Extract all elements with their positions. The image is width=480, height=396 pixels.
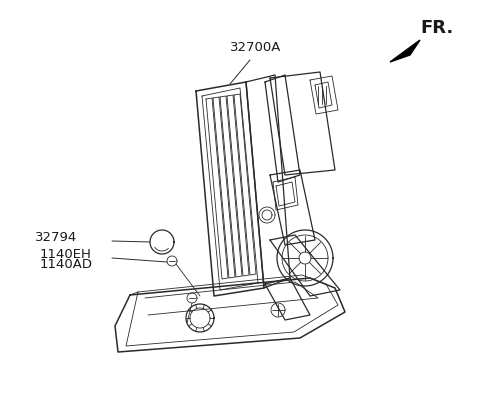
Text: 32700A: 32700A [230, 41, 282, 54]
Text: 32794: 32794 [35, 230, 77, 244]
Polygon shape [390, 40, 420, 62]
Text: 1140EH: 1140EH [40, 248, 92, 261]
Text: 1140AD: 1140AD [40, 259, 93, 272]
Text: FR.: FR. [420, 19, 453, 37]
